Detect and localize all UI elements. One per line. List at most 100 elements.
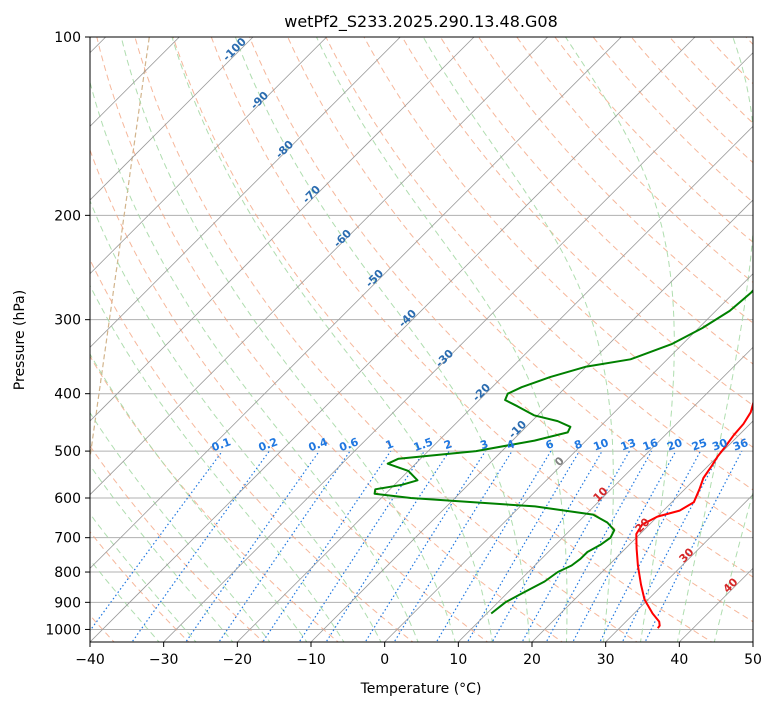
mixing-ratio-label: 2 [442,437,454,452]
isotherm-line [163,52,753,642]
isotherm-line [90,37,622,569]
dry-adiabat-line [90,148,489,642]
mixing-ratio-line [364,450,486,642]
mixing-ratio-label: 6 [544,437,556,452]
isotherm-line [90,37,475,422]
dry-adiabat-line [90,355,339,642]
x-axis-ticks: −40 −30 −20 −10 0 10 20 30 40 50 [75,642,762,668]
mixing-ratio-label: 1.5 [412,435,435,454]
data-series [373,288,753,629]
mixing-ratio-label: 36 [731,436,750,454]
mixing-ratio-label: 20 [665,436,684,454]
mixing-ratio-label: 10 [592,436,611,454]
temperature-line [635,400,753,629]
mixing-ratio-label: 30 [710,436,729,454]
plot-area [90,37,753,642]
dry-adiabat-line [287,37,753,534]
moist-adiabat-line [422,37,614,642]
mixing-ratio-line [393,450,513,642]
x-tick-label: 10 [449,652,467,668]
mixing-ratio-label: 8 [572,437,584,452]
moist-adiabat-line [90,411,271,642]
chart-title: wetPf2_S233.2025.290.13.48.G08 [284,12,558,32]
y-tick-label: 200 [54,208,81,224]
isotherm-line [90,37,328,275]
mixing-ratio-label: 13 [619,436,638,453]
isotherm-line [90,37,254,201]
mixing-ratio-label: 0.4 [307,435,330,454]
isotherm-line [457,346,753,642]
lcl-curve [90,37,150,462]
mixing-ratio-line [466,450,580,642]
mixing-ratio-line [185,450,320,642]
mixing-ratio-label: 0.2 [257,435,280,454]
moist-adiabat-line [171,37,493,642]
mixing-ratio-line [572,450,677,642]
x-tick-label: −10 [296,652,326,668]
y-tick-label: 100 [54,30,81,46]
dry-adiabat-line [90,445,265,642]
moist-adiabat-line [90,464,234,642]
mixing-ratio-line [218,450,351,642]
y-tick-label: 400 [54,387,81,403]
moist-adiabat-line [90,559,160,642]
dry-adiabat-line [210,37,753,623]
mixing-ratio-label: 3 [478,437,490,452]
moist-adiabat-line [713,490,753,642]
isotherm-line [310,199,753,642]
mixing-ratio-label: 4 [505,437,517,452]
y-axis-label: Pressure (hPa) [12,290,28,390]
x-tick-label: 40 [670,652,688,668]
plot-frame [89,36,754,643]
x-tick-label: 0 [380,652,389,668]
isotherm-line [605,494,753,642]
moist-adiabat-line [90,199,382,642]
x-tick-label: 20 [523,652,541,668]
mixing-ratio-line [325,450,450,642]
isotherm-line [531,420,753,642]
isotherm-line [90,37,696,642]
y-tick-label: 600 [54,491,81,507]
dry-adiabat-line [325,37,753,491]
moist-adiabat-line [234,37,530,642]
mixing-ratio-line [131,450,270,642]
dry-adiabat-line [90,258,414,642]
mixing-ratio-lines [90,450,743,642]
x-tick-label: −30 [149,652,179,668]
mixing-ratio-line [621,450,722,642]
y-axis-ticks: 100 200 300 400 500 600 700 800 900 1000 [45,30,90,638]
skewed-isotherms [90,37,753,642]
isotherm-line [90,37,401,348]
y-tick-label: 300 [54,313,81,329]
mixing-ratio-label: 0.1 [210,435,233,454]
x-axis-label: Temperature (°C) [360,681,482,697]
moist-adiabat-line [90,284,345,642]
y-tick-label: 900 [54,595,81,611]
x-tick-label: 50 [744,652,762,668]
x-tick-label: −40 [75,652,105,668]
lcl-curves [90,37,150,462]
dry-adiabat-line [248,37,753,578]
mixing-ratio-label: 25 [690,436,709,453]
y-tick-label: 800 [54,565,81,581]
moist-adiabat-line [90,80,419,642]
mixing-ratio-line [599,450,702,642]
mixing-ratio-line [298,450,425,642]
mixing-ratio-line [90,450,223,632]
mixing-ratio-label: 0.6 [338,435,361,454]
dry-adiabat-line [134,37,638,642]
y-tick-label: 700 [54,531,81,547]
x-tick-label: −20 [223,652,253,668]
x-tick-label: 30 [597,652,615,668]
mixing-ratio-label: 16 [641,436,660,454]
isotherm-line [90,37,549,496]
mixing-ratio-label: 1 [384,437,396,452]
isotherm-line [236,125,753,642]
dewpoint-line [373,288,753,615]
mixing-ratio-line [262,450,392,642]
y-tick-label: 500 [54,444,81,460]
y-tick-label: 1000 [45,622,81,638]
moist-adiabat-line [315,37,568,642]
